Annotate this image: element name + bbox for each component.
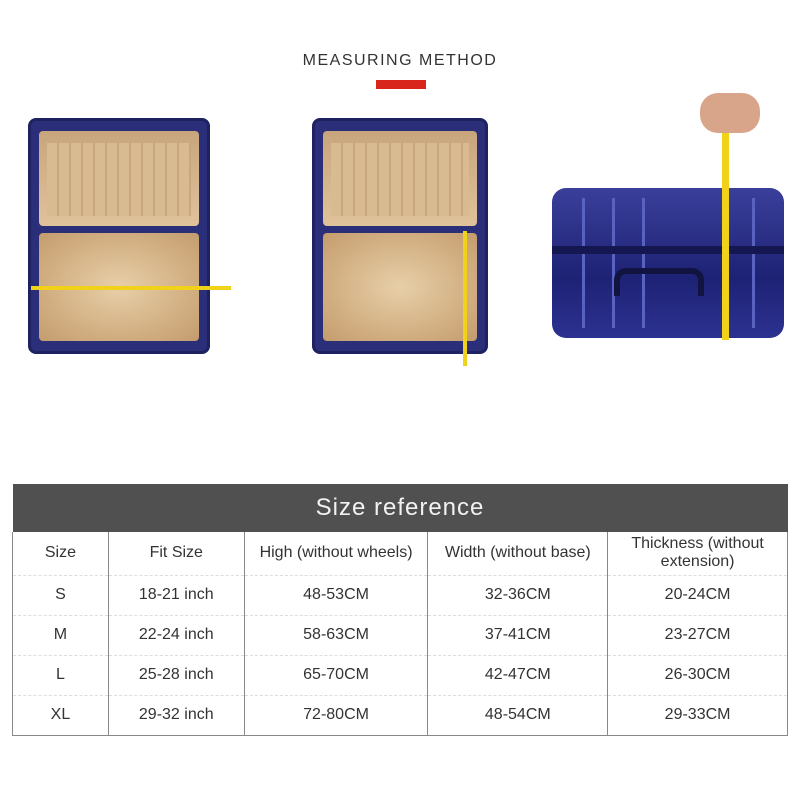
column-header: Fit Size — [107, 532, 245, 576]
cell: 29-33CM — [607, 695, 788, 736]
cell: 25-28 inch — [107, 655, 245, 696]
table-header-row: Size Fit Size High (without wheels) Widt… — [12, 532, 788, 576]
measuring-tape — [722, 118, 729, 340]
cell: 23-27CM — [607, 615, 788, 656]
table-title: Size reference — [12, 484, 788, 532]
column-header: Width (without base) — [427, 532, 608, 576]
cell: 22-24 inch — [107, 615, 245, 656]
cell: XL — [12, 695, 109, 736]
cell: L — [12, 655, 109, 696]
table-row: L 25-28 inch 65-70CM 42-47CM 26-30CM — [12, 655, 788, 696]
open-suitcase-photo-height — [312, 118, 488, 366]
open-suitcase-photo-width — [28, 118, 231, 354]
hand-holding-tape — [700, 93, 760, 133]
cell: 65-70CM — [243, 655, 428, 696]
cell: 32-36CM — [427, 575, 608, 616]
cell: M — [12, 615, 109, 656]
table-row: M 22-24 inch 58-63CM 37-41CM 23-27CM — [12, 615, 788, 656]
size-reference-table: Size reference Size Fit Size High (witho… — [12, 484, 788, 736]
table-row: XL 29-32 inch 72-80CM 48-54CM 29-33CM — [12, 695, 788, 736]
cell: 48-54CM — [427, 695, 608, 736]
page-title: MEASURING METHOD — [302, 52, 498, 69]
cell: 26-30CM — [607, 655, 788, 696]
cell: 20-24CM — [607, 575, 788, 616]
cell: 72-80CM — [243, 695, 428, 736]
cell: 18-21 inch — [107, 575, 245, 616]
cell: 58-63CM — [243, 615, 428, 656]
column-header: High (without wheels) — [243, 532, 428, 576]
table-row: S 18-21 inch 48-53CM 32-36CM 20-24CM — [12, 575, 788, 616]
cell: S — [12, 575, 109, 616]
cell: 42-47CM — [427, 655, 608, 696]
column-header: Thickness (without extension) — [607, 532, 788, 576]
cell: 29-32 inch — [107, 695, 245, 736]
closed-suitcase-photo-thickness — [552, 188, 784, 338]
title-underline — [376, 80, 426, 89]
cell: 48-53CM — [243, 575, 428, 616]
cell: 37-41CM — [427, 615, 608, 656]
column-header: Size — [12, 532, 109, 576]
